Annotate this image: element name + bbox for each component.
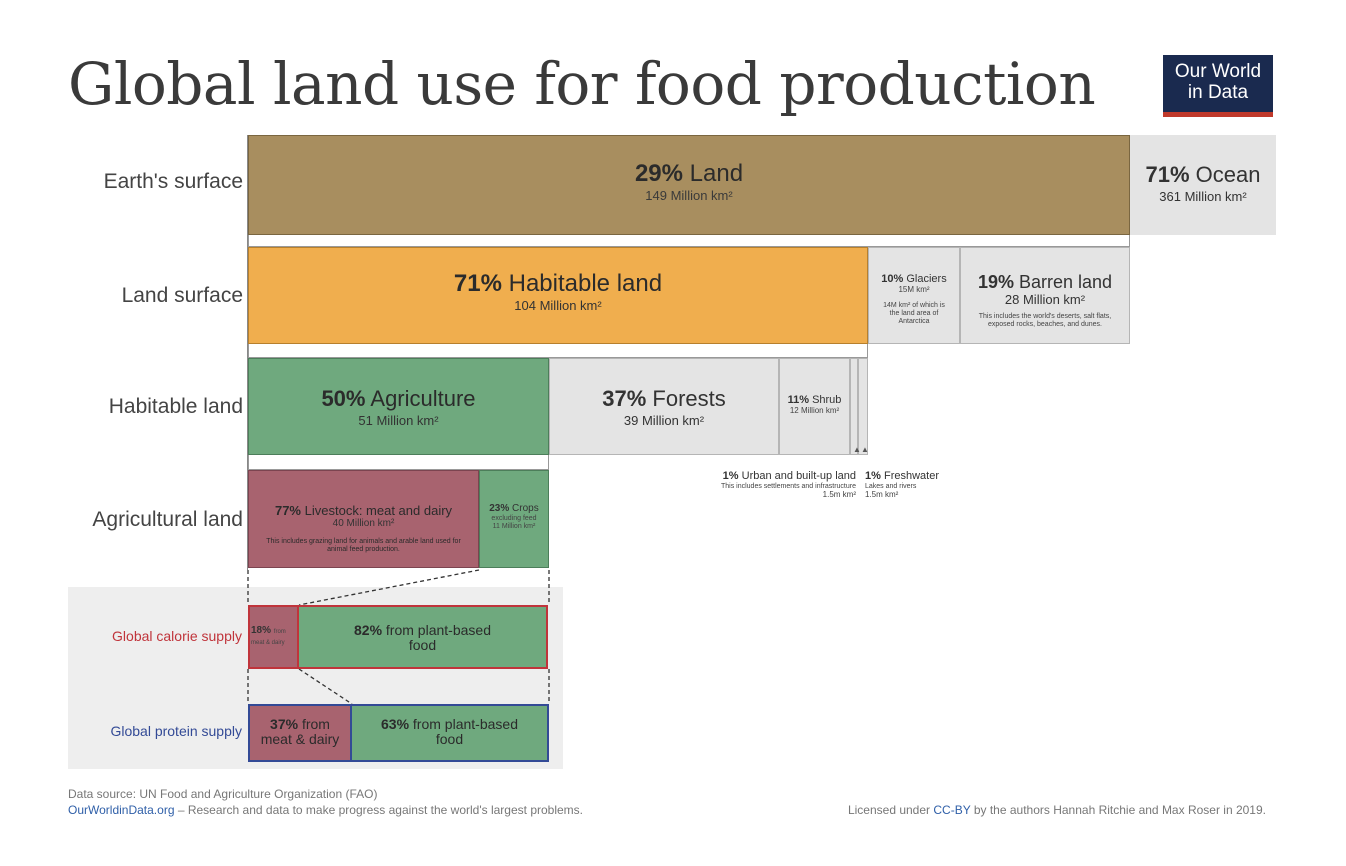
- shrub-label: Shrub: [812, 394, 842, 406]
- fresh-value: 1.5m km²: [865, 490, 899, 499]
- crops-label: Crops: [512, 503, 539, 514]
- agri-value: 51 Million km²: [358, 413, 439, 428]
- forests-pct: 37%: [602, 386, 647, 411]
- crops-note: excluding feed: [491, 515, 537, 522]
- freshwater-annotation: 1% Freshwater Lakes and rivers 1.5m km²: [865, 470, 975, 499]
- urban-note: This includes settlements and infrastruc…: [720, 483, 856, 490]
- land-pct: 29%: [634, 160, 683, 187]
- barren-note: This includes the world's deserts, salt …: [978, 313, 1112, 328]
- barren-pct: 19%: [977, 272, 1014, 292]
- glaciers-pct: 10%: [881, 273, 904, 285]
- bar-protein-plant: 63% from plant-based food: [352, 706, 547, 760]
- bar-calorie-plant: 82% from plant-based food: [299, 607, 546, 667]
- license-post: by the authors Hannah Ritchie and Max Ro…: [970, 803, 1266, 817]
- row-label-protein: Global protein supply: [110, 723, 242, 739]
- connector-habitable: [248, 344, 868, 358]
- cal-plant-label: from plant-based food: [385, 622, 491, 653]
- forests-label: Forests: [652, 386, 726, 411]
- bar-ocean: 71% Ocean 361 Million km²: [1130, 135, 1276, 235]
- logo-line2: in Data: [1187, 82, 1249, 103]
- row-label-habitable: Habitable land: [108, 395, 243, 418]
- barren-label: Barren land: [1018, 272, 1113, 292]
- owid-logo[interactable]: Our World in Data: [1163, 55, 1273, 117]
- calorie-bar-frame: [248, 605, 548, 669]
- row-label-calorie: Global calorie supply: [112, 628, 242, 644]
- bar-land: 29% Land 149 Million km²: [248, 135, 1130, 235]
- bar-crops: 23% Crops excluding feed 11 Million km²: [479, 470, 549, 568]
- bar-livestock: 77% Livestock: meat and dairy 40 Million…: [248, 470, 479, 568]
- bar-forests: 37% Forests 39 Million km²: [549, 358, 779, 455]
- license-link[interactable]: CC-BY: [933, 803, 971, 817]
- arrow-freshwater-icon: ▲: [861, 445, 869, 454]
- cal-meat-pct: 18%: [251, 625, 272, 636]
- bar-shrub: 11% Shrub 12 Million km²: [779, 358, 850, 455]
- bar-barren: 19% Barren land 28 Million km² This incl…: [960, 247, 1130, 344]
- cal-plant-pct: 82%: [354, 622, 383, 638]
- agri-label: Agriculture: [370, 386, 476, 411]
- footer-tagline: – Research and data to make progress aga…: [174, 803, 584, 817]
- urban-value: 1.5m km²: [822, 490, 856, 499]
- fresh-note: Lakes and rivers: [865, 483, 917, 490]
- glaciers-label: Glaciers: [906, 273, 947, 285]
- bar-habitable-land: 71% Habitable land 104 Million km²: [248, 247, 868, 344]
- cal-meat-label: from meat & dairy: [251, 629, 286, 646]
- row-label-earth: Earth's surface: [103, 170, 243, 193]
- livestock-note: This includes grazing land for animals a…: [266, 538, 461, 553]
- bar-calorie-meat: 18% from meat & dairy: [250, 607, 299, 667]
- prot-plant-pct: 63%: [381, 716, 410, 732]
- footer-line2: OurWorldinData.org – Research and data t…: [68, 803, 583, 817]
- prot-meat-pct: 37%: [270, 716, 299, 732]
- footer-site-link[interactable]: OurWorldinData.org: [68, 803, 175, 817]
- bar-glaciers: 10% Glaciers 15M km² 14M km² of which is…: [868, 247, 960, 344]
- connector-agriculture: [248, 455, 549, 470]
- bar-protein-meat: 37% from meat & dairy: [250, 706, 352, 760]
- land-label: Land: [689, 160, 744, 187]
- license-pre: Licensed under: [847, 803, 934, 817]
- bar-urban: [850, 358, 858, 455]
- bar-freshwater: [858, 358, 868, 455]
- land-value: 149 Million km²: [645, 188, 733, 203]
- ocean-pct: 71%: [1145, 162, 1190, 187]
- prot-plant-label: from plant-based food: [412, 716, 518, 747]
- agri-pct: 50%: [321, 386, 366, 411]
- arrow-urban-icon: ▲: [853, 445, 861, 454]
- glaciers-value: 15M km²: [898, 285, 930, 294]
- livestock-value: 40 Million km²: [332, 518, 395, 529]
- urban-annotation: 1% Urban and built-up land This includes…: [640, 470, 856, 499]
- crops-value: 11 Million km²: [492, 523, 536, 530]
- row-label-land: Land surface: [121, 284, 243, 307]
- livestock-pct: 77%: [274, 503, 301, 518]
- urban-label: Urban and built-up land: [741, 470, 856, 482]
- forests-value: 39 Million km²: [623, 413, 705, 428]
- logo-line1: Our World: [1174, 61, 1262, 82]
- ocean-value: 361 Million km²: [1159, 189, 1247, 204]
- page-title: Global land use for food production: [68, 50, 1096, 118]
- footer-source: Data source: UN Food and Agriculture Org…: [68, 787, 378, 801]
- crops-pct: 23%: [489, 503, 510, 514]
- shrub-value: 12 Million km²: [789, 406, 840, 415]
- habitable-pct: 71%: [453, 270, 502, 297]
- fresh-pct: 1%: [865, 470, 881, 482]
- habitable-value: 104 Million km²: [514, 298, 602, 313]
- prot-meat-label: from meat & dairy: [260, 716, 340, 747]
- dashed-connectors: [247, 569, 550, 705]
- ocean-label: Ocean: [1195, 162, 1261, 187]
- urban-pct: 1%: [722, 470, 739, 482]
- habitable-label: Habitable land: [508, 270, 663, 297]
- row-label-agricultural: Agricultural land: [92, 508, 243, 531]
- fresh-label: Freshwater: [883, 470, 939, 482]
- livestock-label: Livestock: meat and dairy: [304, 503, 453, 518]
- bar-agriculture: 50% Agriculture 51 Million km²: [248, 358, 549, 455]
- protein-bar-frame: [248, 704, 549, 762]
- shrub-pct: 11%: [787, 394, 809, 406]
- connector-land: [248, 235, 1130, 247]
- glaciers-note: 14M km² of which is the land area of Ant…: [883, 302, 945, 325]
- axis-line: [247, 135, 248, 570]
- footer-license: Licensed under CC-BY by the authors Hann…: [848, 803, 1266, 817]
- barren-value: 28 Million km²: [1004, 292, 1086, 307]
